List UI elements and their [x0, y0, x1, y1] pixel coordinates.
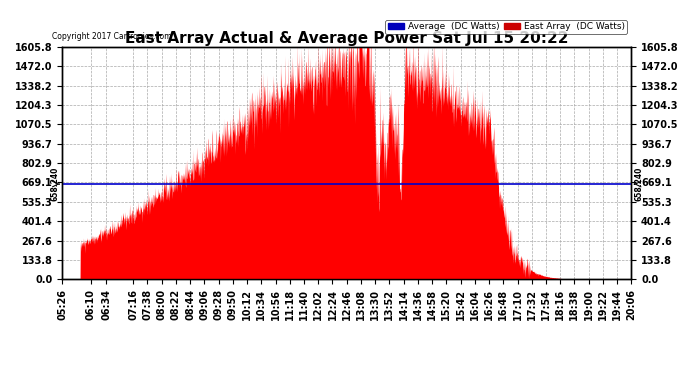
Title: East Array Actual & Average Power Sat Jul 15 20:22: East Array Actual & Average Power Sat Ju…: [125, 31, 569, 46]
Legend: Average  (DC Watts), East Array  (DC Watts): Average (DC Watts), East Array (DC Watts…: [386, 20, 627, 33]
Text: Copyright 2017 Cartronics.com: Copyright 2017 Cartronics.com: [52, 32, 171, 41]
Text: 658.240: 658.240: [634, 167, 643, 201]
Text: 658.240: 658.240: [50, 167, 59, 201]
